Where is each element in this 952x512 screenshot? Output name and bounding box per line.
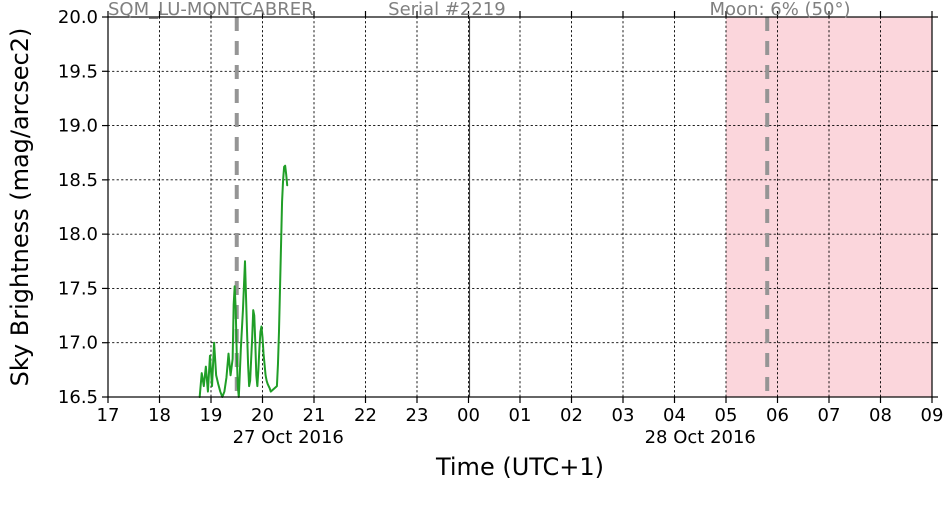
svg-text:21: 21 <box>303 405 326 426</box>
svg-text:01: 01 <box>509 405 532 426</box>
svg-text:03: 03 <box>612 405 635 426</box>
svg-text:08: 08 <box>869 405 892 426</box>
svg-text:18: 18 <box>148 405 171 426</box>
svg-text:17.0: 17.0 <box>58 333 98 354</box>
svg-text:18.0: 18.0 <box>58 224 98 245</box>
svg-text:02: 02 <box>560 405 583 426</box>
y-axis-label: Sky Brightness (mag/arcsec2) <box>6 28 34 387</box>
header-moon-info: Moon: 6% (50°) <box>710 0 851 20</box>
svg-text:05: 05 <box>715 405 738 426</box>
svg-text:17.5: 17.5 <box>58 278 98 299</box>
svg-text:22: 22 <box>354 405 377 426</box>
sky-brightness-chart: 17 18 19 20 21 22 23 00 01 02 03 04 05 06 07 08 09 16.5 1… <box>0 0 952 512</box>
svg-text:17: 17 <box>97 405 120 426</box>
svg-text:20: 20 <box>251 405 274 426</box>
svg-text:16.5: 16.5 <box>58 387 98 408</box>
svg-text:09: 09 <box>921 405 944 426</box>
date-label-right: 28 Oct 2016 <box>645 427 756 448</box>
svg-text:07: 07 <box>818 405 841 426</box>
vertical-marker-lines <box>237 17 767 397</box>
svg-text:04: 04 <box>663 405 686 426</box>
sky-brightness-series <box>200 166 288 397</box>
svg-text:19.5: 19.5 <box>58 61 98 82</box>
x-axis-label: Time (UTC+1) <box>435 453 604 481</box>
svg-text:19: 19 <box>200 405 223 426</box>
date-label-left: 27 Oct 2016 <box>233 427 344 448</box>
header-serial: Serial #2219 <box>388 0 506 20</box>
svg-text:19.0: 19.0 <box>58 116 98 137</box>
header-station-name: SQM_LU-MONTCABRER <box>108 0 314 20</box>
svg-text:00: 00 <box>457 405 480 426</box>
svg-text:20.0: 20.0 <box>58 7 98 28</box>
svg-text:23: 23 <box>406 405 429 426</box>
svg-text:18.5: 18.5 <box>58 170 98 191</box>
svg-text:06: 06 <box>766 405 789 426</box>
